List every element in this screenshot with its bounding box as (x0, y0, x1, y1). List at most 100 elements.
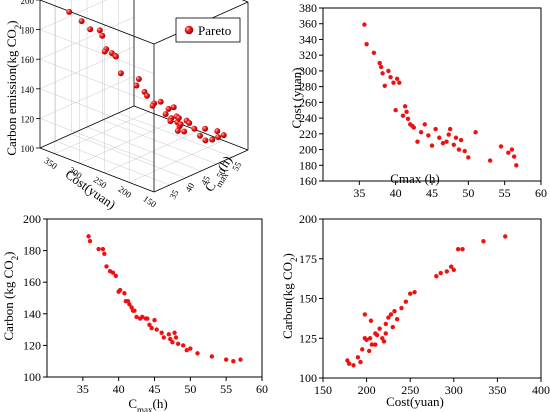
3d-x-tick-label: 150 (141, 194, 158, 210)
p3-data-point (170, 340, 175, 345)
p2-x-tick-label: 60 (535, 186, 547, 200)
chart4-data-points (345, 234, 508, 368)
3d-data-point (157, 98, 164, 105)
pareto-3d-chart: 1001201401601802001502002503003503540455… (4, 0, 249, 212)
p2-data-point (429, 143, 435, 148)
p2-y-tick-label: 240 (299, 111, 317, 125)
p2-data-point (378, 64, 384, 70)
p3-y-tick-label: 100 (23, 370, 41, 384)
p3-x-tick-label: 55 (220, 382, 232, 396)
p3-data-point (172, 330, 177, 335)
3d-side-wall-gridline (39, 88, 155, 134)
3d-data-point (117, 70, 124, 77)
p4-data-point (392, 309, 397, 314)
p4-data-point (412, 289, 417, 295)
p4-data-point (383, 331, 388, 336)
3d-box-edge (39, 147, 155, 193)
p2-data-point (456, 147, 462, 152)
p3-data-point (154, 327, 159, 332)
p3-data-point (134, 314, 139, 320)
3d-floor-gridline (118, 112, 233, 158)
p4-data-point (362, 312, 368, 317)
3d-data-point (162, 111, 169, 118)
p2-data-point (405, 116, 411, 122)
3d-x-tick-label: 200 (117, 184, 134, 200)
3d-floor-gridline (55, 140, 170, 186)
3d-data-point (66, 8, 73, 15)
p4-data-point (460, 247, 465, 252)
chart2-data-points (362, 22, 519, 168)
3d-data-point (99, 32, 106, 39)
3d-y-label-unit: (h) (214, 153, 235, 174)
3d-z-axis-label: Carbon emission(kg CO2) (4, 20, 23, 155)
p3-data-point (132, 308, 137, 313)
3d-z-label-sub: 2 (13, 25, 23, 30)
p2-y-tick-label: 160 (299, 174, 317, 188)
p3-data-point (175, 341, 181, 347)
p3-x-tick-label: 50 (184, 382, 196, 396)
p4-x-tick-label: 250 (401, 383, 419, 397)
p3-data-point (147, 322, 152, 328)
p4-data-point (455, 247, 461, 252)
p4-data-point (373, 331, 378, 336)
p3-data-point (87, 238, 93, 244)
chart3-x-label-unit: (h) (153, 396, 168, 411)
3d-z-tick-label: 100 (21, 144, 35, 154)
p2-data-point (426, 133, 431, 138)
3d-floor-gridline (71, 133, 186, 179)
p4-y-tick-label: 150 (299, 292, 317, 306)
3d-data-point (209, 136, 216, 143)
chart3-y-label-close: ) (1, 251, 16, 255)
p2-data-point (411, 125, 417, 130)
3d-data-point (170, 104, 177, 111)
chart3-axes: 35 40 45 50 55 60 100 120 140 160 180 200 (23, 212, 268, 396)
p2-data-point (514, 163, 519, 168)
p4-data-point (383, 321, 388, 327)
3d-box-edge (153, 149, 249, 193)
p3-y-tick-label: 160 (23, 275, 41, 289)
p2-y-tick-label: 280 (299, 80, 317, 94)
p2-x-tick-label: 40 (390, 186, 402, 200)
3d-data-point (177, 121, 184, 128)
p2-data-point (498, 144, 504, 149)
p3-data-point (149, 325, 154, 331)
p2-data-point (377, 60, 382, 66)
p2-data-point (397, 80, 402, 85)
3d-side-wall-gridline (39, 118, 155, 163)
3d-box-edge (241, 0, 249, 3)
p3-data-point (180, 343, 186, 348)
p2-data-point (382, 83, 387, 89)
p3-data-point (102, 251, 107, 256)
p4-plot-frame (322, 218, 542, 379)
p2-data-point (446, 132, 451, 137)
p2-data-point (402, 104, 408, 109)
p2-data-point (444, 139, 449, 144)
p4-x-tick-label: 300 (445, 383, 463, 397)
p4-data-point (388, 312, 394, 317)
p2-data-point (388, 75, 393, 80)
p3-data-point (96, 246, 101, 252)
3d-data-point (96, 27, 103, 34)
carbon-vs-cost-chart: 150 200 250 300 350 400 100 125 150 175 200 Cost(y… (280, 212, 550, 409)
p2-data-point (380, 71, 385, 76)
p4-data-point (360, 347, 365, 352)
p4-data-point (451, 267, 456, 273)
p4-y-tick-label: 175 (299, 252, 317, 266)
p3-y-tick-label: 140 (23, 307, 41, 321)
3d-data-point (196, 132, 203, 139)
p4-data-point (355, 355, 361, 360)
p3-data-point (127, 302, 132, 307)
3d-data-point (174, 127, 181, 134)
3d-data-point (78, 18, 85, 25)
p3-data-point (231, 359, 236, 364)
3d-floor-gridline (86, 126, 202, 172)
3d-side-wall-gridline (39, 58, 155, 104)
p3-data-point (238, 357, 243, 362)
p2-x-tick-label: 35 (353, 186, 365, 200)
p2-data-point (433, 126, 438, 132)
p3-data-point (188, 346, 193, 351)
p4-data-point (408, 291, 413, 296)
p4-data-point (345, 358, 350, 363)
3d-data-point (135, 76, 142, 83)
3d-box-edge (39, 0, 155, 45)
